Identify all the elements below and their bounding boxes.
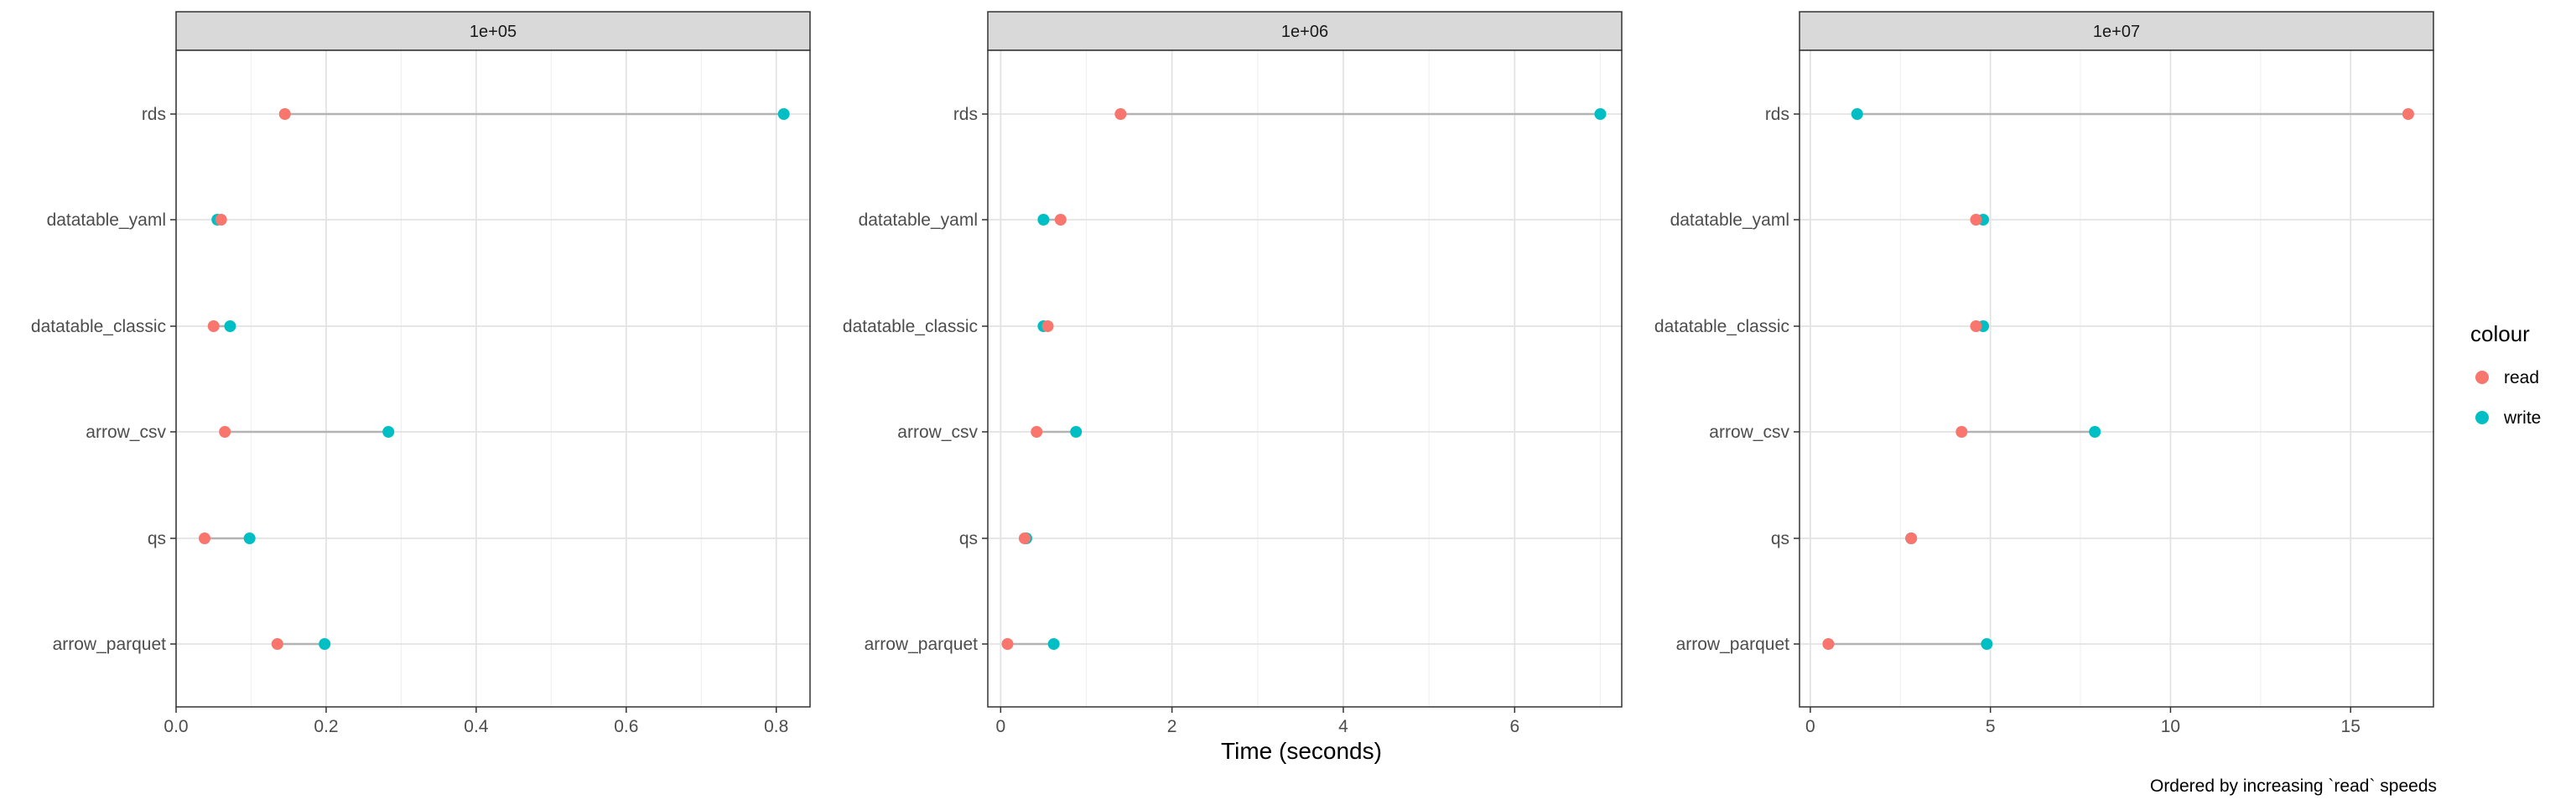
write-point — [777, 108, 790, 120]
write-point — [1981, 638, 1993, 650]
x-tick-label: 2 — [1167, 717, 1177, 736]
write-point — [224, 320, 236, 332]
panel-background — [1800, 50, 2433, 707]
legend: colour read write — [2470, 321, 2541, 428]
panels: 1e+05 rds datatable_yaml datatable_classica… — [31, 11, 2434, 736]
y-tick-label: datatable_yaml — [859, 210, 978, 230]
y-tick-label: arrow_csv — [897, 423, 978, 442]
y-tick-label: datatable_yaml — [47, 210, 166, 230]
write-point — [1047, 638, 1060, 650]
y-tick-label: datatable_classic — [31, 317, 166, 336]
facet-strip — [987, 11, 1623, 51]
caption: Ordered by increasing `read` speeds — [2150, 776, 2437, 796]
read-point — [215, 214, 227, 226]
panel-1e+06: 1e+06 rds datatable_yaml datatable_classica… — [843, 11, 1623, 736]
x-tick-label: 4 — [1338, 717, 1348, 736]
read-point — [1905, 532, 1918, 544]
write-point — [1594, 108, 1607, 120]
legend-label-read: read — [2504, 368, 2539, 387]
facet-strip — [1799, 11, 2434, 51]
y-tick-label: datatable_yaml — [1670, 210, 1789, 230]
legend-title: colour — [2470, 321, 2530, 346]
panel-border — [1799, 49, 2434, 708]
legend-key-write — [2475, 411, 2489, 424]
legend-entries: read write — [2475, 368, 2541, 428]
x-axis-label: Time (seconds) — [1221, 738, 1382, 764]
panel-background — [988, 50, 1622, 707]
y-tick-label: arrow_parquet — [1676, 635, 1790, 654]
read-point — [207, 320, 220, 332]
y-tick-label: arrow_parquet — [865, 635, 979, 654]
x-tick-label: 0.8 — [764, 717, 788, 736]
read-point — [278, 108, 291, 120]
y-tick-label: datatable_classic — [843, 317, 978, 336]
read-point — [1114, 108, 1127, 120]
write-point — [1851, 108, 1863, 120]
read-point — [271, 638, 283, 650]
read-point — [1054, 214, 1067, 226]
panel-1e+05: 1e+05 rds datatable_yaml datatable_classica… — [31, 11, 811, 736]
facet-strip-label: 1e+06 — [1281, 23, 1328, 41]
read-point — [1955, 426, 1968, 438]
write-point — [1037, 214, 1050, 226]
panel-background — [176, 50, 810, 707]
x-tick-label: 5 — [1986, 717, 1996, 736]
facet-strip — [175, 11, 811, 51]
x-tick-label: 10 — [2161, 717, 2180, 736]
legend-label-write: write — [2503, 408, 2541, 428]
y-tick-label: rds — [953, 105, 978, 124]
x-tick-label: 6 — [1509, 717, 1519, 736]
x-tick-label: 0.6 — [614, 717, 638, 736]
write-point — [2089, 426, 2101, 438]
x-tick-label: 0.0 — [164, 717, 188, 736]
y-tick-label: qs — [1771, 529, 1789, 548]
read-point — [198, 532, 210, 544]
panel-1e+07: 1e+07 rds datatable_yaml datatable_classica… — [1654, 11, 2434, 736]
y-tick-label: arrow_csv — [86, 423, 166, 442]
y-tick-label: datatable_classic — [1654, 317, 1789, 336]
read-point — [1822, 638, 1835, 650]
read-point — [2402, 108, 2414, 120]
y-tick-label: arrow_csv — [1709, 423, 1789, 442]
x-tick-label: 0.4 — [464, 717, 489, 736]
read-point — [1041, 320, 1054, 332]
read-point — [1031, 426, 1043, 438]
panel-border — [987, 49, 1623, 708]
panel-border — [175, 49, 811, 708]
x-tick-label: 0 — [1805, 717, 1815, 736]
facet-strip-label: 1e+07 — [2093, 23, 2140, 41]
read-point — [1001, 638, 1014, 650]
read-point — [1970, 214, 1982, 226]
x-tick-label: 15 — [2341, 717, 2360, 736]
write-point — [382, 426, 395, 438]
read-point — [219, 426, 231, 438]
y-tick-label: qs — [959, 529, 978, 548]
facet-strip-label: 1e+05 — [470, 23, 517, 41]
x-tick-label: 0 — [995, 717, 1005, 736]
x-tick-label: 0.2 — [314, 717, 338, 736]
write-point — [1070, 426, 1083, 438]
y-tick-label: arrow_parquet — [53, 635, 167, 654]
y-tick-label: rds — [142, 105, 166, 124]
write-point — [243, 532, 256, 544]
read-point — [1018, 532, 1031, 544]
y-tick-label: qs — [148, 529, 166, 548]
write-point — [319, 638, 331, 650]
y-tick-label: rds — [1765, 105, 1789, 124]
read-point — [1970, 320, 1982, 332]
legend-key-read — [2475, 371, 2489, 384]
